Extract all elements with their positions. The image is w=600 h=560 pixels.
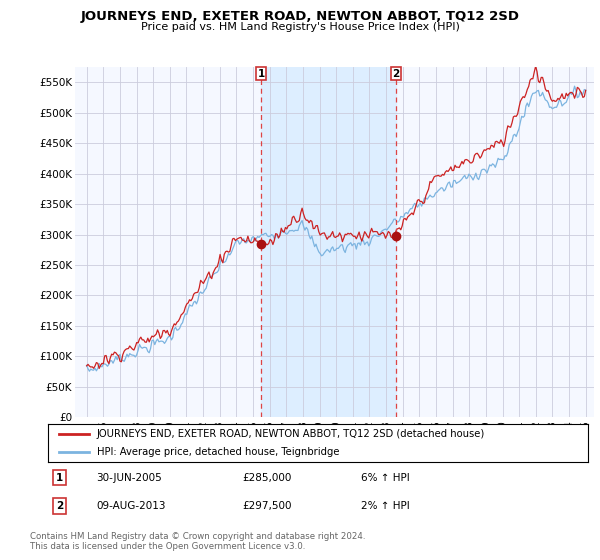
Text: 09-AUG-2013: 09-AUG-2013 <box>97 501 166 511</box>
Text: JOURNEYS END, EXETER ROAD, NEWTON ABBOT, TQ12 2SD: JOURNEYS END, EXETER ROAD, NEWTON ABBOT,… <box>80 10 520 23</box>
Text: Contains HM Land Registry data © Crown copyright and database right 2024.: Contains HM Land Registry data © Crown c… <box>30 532 365 541</box>
Text: 2: 2 <box>392 68 400 78</box>
Text: £285,000: £285,000 <box>242 473 292 483</box>
Text: 1: 1 <box>56 473 64 483</box>
Text: £297,500: £297,500 <box>242 501 292 511</box>
Text: 2: 2 <box>56 501 64 511</box>
Bar <box>262 67 396 417</box>
Text: 2% ↑ HPI: 2% ↑ HPI <box>361 501 410 511</box>
Text: 6% ↑ HPI: 6% ↑ HPI <box>361 473 410 483</box>
Text: JOURNEYS END, EXETER ROAD, NEWTON ABBOT, TQ12 2SD (detached house): JOURNEYS END, EXETER ROAD, NEWTON ABBOT,… <box>97 429 485 439</box>
Text: 1: 1 <box>257 68 265 78</box>
Text: This data is licensed under the Open Government Licence v3.0.: This data is licensed under the Open Gov… <box>30 542 305 550</box>
Text: Price paid vs. HM Land Registry's House Price Index (HPI): Price paid vs. HM Land Registry's House … <box>140 22 460 32</box>
Text: HPI: Average price, detached house, Teignbridge: HPI: Average price, detached house, Teig… <box>97 447 339 457</box>
Text: 30-JUN-2005: 30-JUN-2005 <box>97 473 163 483</box>
